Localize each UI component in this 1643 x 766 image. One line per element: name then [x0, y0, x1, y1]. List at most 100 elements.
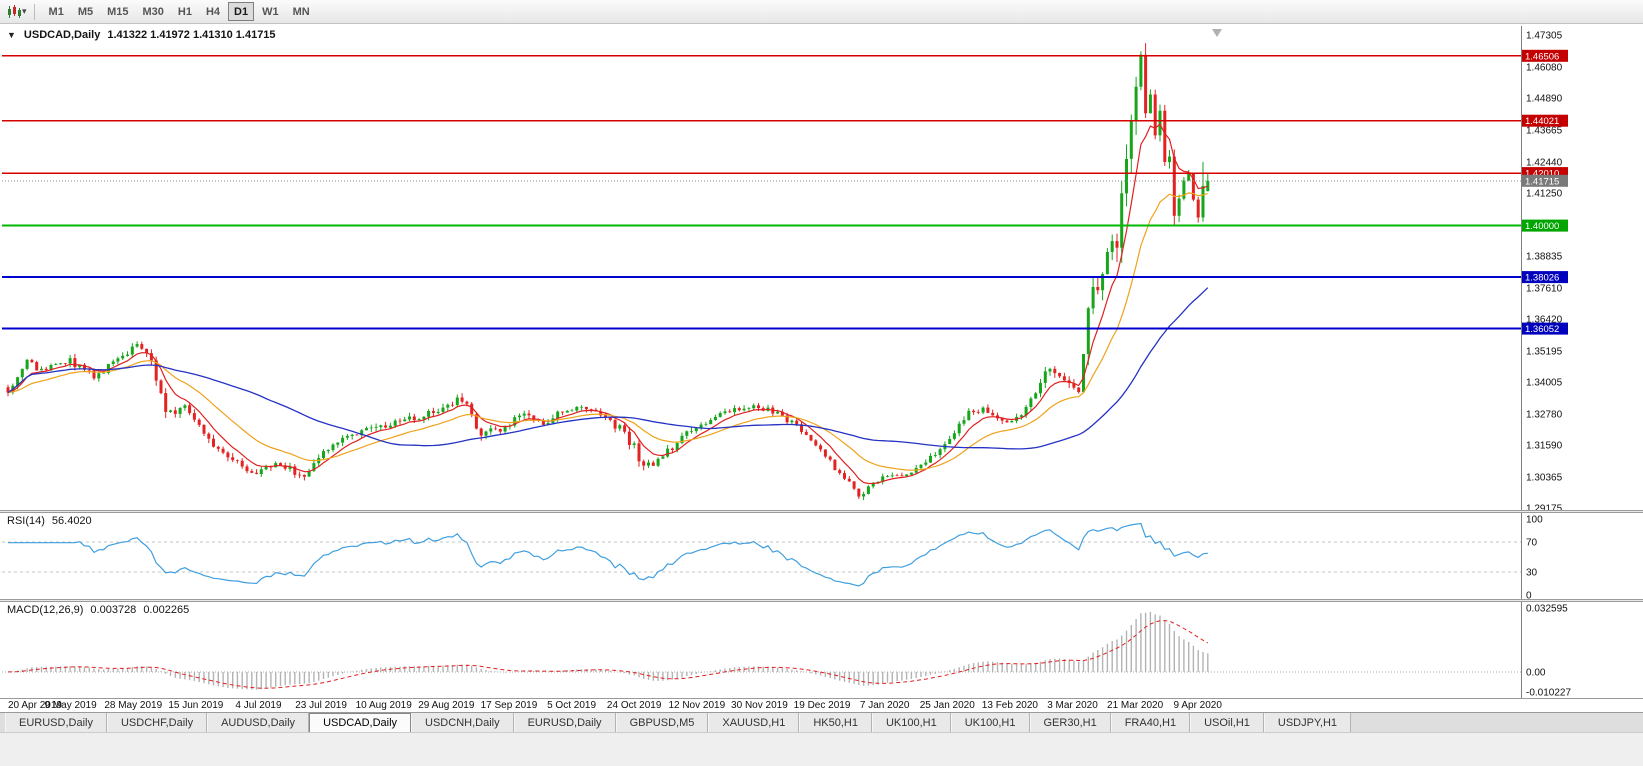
date-axis-label: 24 Oct 2019 [606, 700, 662, 711]
timeframe-button-h1[interactable]: H1 [172, 2, 198, 21]
timeframe-button-w1[interactable]: W1 [256, 2, 285, 21]
macd-signal-line [8, 620, 1209, 689]
chart-tab-11-uk100-h1[interactable]: UK100,H1 [950, 713, 1030, 732]
candles-group [6, 43, 1210, 501]
price-axis-tick: 1.44890 [1526, 94, 1563, 105]
price-axis-tick: 1.38835 [1526, 252, 1563, 263]
chart-tab-13-fra40-h1[interactable]: FRA40,H1 [1110, 713, 1191, 732]
chart-tab-15-usdjpy-h1[interactable]: USDJPY,H1 [1263, 713, 1352, 732]
chart-tab-14-usoil-h1[interactable]: USOil,H1 [1190, 713, 1264, 732]
macd-histogram [12, 611, 1209, 690]
price-axis-tick: 1.32780 [1526, 409, 1563, 420]
price-badge: 1.41715 [1522, 174, 1568, 187]
price-axis-tick: 1.37610 [1526, 283, 1563, 294]
chart-tab-bar: EURUSD,Daily USDCHF,Daily AUDUSD,Daily USDC… [0, 712, 1643, 732]
chart-area: 1.47305 1.46080 1.44890 1.43665 1.42440 1.412… [0, 24, 1643, 712]
rsi-indicator-label: RSI(14) 56.4020 [7, 515, 92, 527]
symbol-dropdown-icon[interactable]: ▼ [7, 30, 16, 40]
chart-tab-2-usdchf-daily[interactable]: USDCHF,Daily [106, 713, 208, 732]
price-axis-tick: 1.43665 [1526, 126, 1563, 137]
macd-panel-chart[interactable]: 0.032595 0.00 -0.010227 [0, 602, 1643, 698]
chart-tab-5-usdcnh-daily[interactable]: USDCNH,Daily [411, 713, 514, 732]
rsi-panel-chart[interactable]: 100 70 30 0 [0, 513, 1643, 599]
timeframe-button-mn[interactable]: MN [287, 2, 316, 21]
timeframe-button-m15[interactable]: M15 [101, 2, 134, 21]
chart-tab-3-audusd-daily[interactable]: AUDUSD,Daily [207, 713, 310, 732]
price-axis-tick: 1.34005 [1526, 378, 1563, 389]
price-axis-tick: 1.30365 [1526, 473, 1563, 484]
rsi-axis-tick: 0 [1526, 591, 1532, 600]
price-badge: 1.44021 [1522, 114, 1568, 127]
macd-main-value: 0.003728 [90, 604, 137, 616]
price-badge: 1.46506 [1522, 49, 1568, 62]
macd-indicator-label: MACD(12,26,9) 0.003728 0.002265 [7, 604, 189, 616]
price-badge: 1.40000 [1522, 219, 1568, 232]
chart-shift-marker-icon[interactable] [1212, 29, 1222, 37]
timeframe-group: M1 M5 M15 M30 H1 H4 D1 W1 MN [42, 2, 317, 21]
date-axis-label: 9 Apr 2020 [1173, 700, 1222, 711]
date-axis-label: 13 Feb 2020 [981, 700, 1038, 711]
chart-tab-10-uk100-h1[interactable]: UK100,H1 [871, 713, 951, 732]
svg-text:1.40000: 1.40000 [1525, 221, 1559, 232]
chart-tab-6-eurusd-daily[interactable]: EURUSD,Daily [513, 713, 616, 732]
panel-splitter[interactable] [0, 510, 1643, 513]
chart-symbol-label: USDCAD,Daily [23, 29, 101, 41]
rsi-axis-tick: 70 [1526, 537, 1538, 548]
date-axis-label: 4 Jul 2019 [235, 700, 282, 711]
chart-tab-8-xauusd-h1[interactable]: XAUUSD,H1 [708, 713, 800, 732]
price-axis-tick: 1.46080 [1526, 63, 1563, 74]
chart-tab-1-eurusd-daily[interactable]: EURUSD,Daily [5, 713, 107, 732]
date-axis-label: 29 Aug 2019 [418, 700, 475, 711]
date-axis-label: 9 May 2019 [44, 700, 97, 711]
date-axis-label: 20 Apr 2019 [8, 700, 62, 711]
chart-tab-12-ger30-h1[interactable]: GER30,H1 [1029, 713, 1111, 732]
panel-splitter[interactable] [0, 599, 1643, 602]
svg-text:1.46506: 1.46506 [1525, 51, 1559, 62]
date-axis-label: 17 Sep 2019 [480, 700, 538, 711]
macd-axis-tick: -0.010227 [1526, 688, 1571, 699]
price-badge: 1.38026 [1522, 271, 1568, 284]
rsi-value: 56.4020 [51, 515, 92, 527]
date-axis-label: 23 Jul 2019 [295, 700, 347, 711]
chart-title: ▼ USDCAD,Daily 1.41322 1.41972 1.41310 1… [7, 29, 276, 41]
date-axis-label: 19 Dec 2019 [793, 700, 851, 711]
chart-tab-7-gbpusd-m5[interactable]: GBPUSD,M5 [615, 713, 709, 732]
candlestick-chart-icon [7, 4, 21, 18]
timeframe-button-h4[interactable]: H4 [200, 2, 226, 21]
date-axis-label: 28 May 2019 [104, 700, 163, 711]
chart-type-icon[interactable] [4, 2, 24, 22]
date-axis-label: 25 Jan 2020 [919, 700, 975, 711]
price-axis-tick: 1.29175 [1526, 504, 1563, 511]
timeframe-button-d1[interactable]: D1 [228, 2, 255, 21]
ma-slow-line [7, 287, 1209, 450]
svg-text:1.38026: 1.38026 [1525, 273, 1559, 284]
price-axis-tick: 1.31590 [1526, 441, 1563, 452]
date-axis-label: 10 Aug 2019 [355, 700, 412, 711]
status-bar [0, 732, 1643, 766]
date-axis[interactable]: 20 Apr 2019 9 May 2019 28 May 2019 15 Jun 2… [0, 698, 1643, 712]
timeframe-button-m5[interactable]: M5 [72, 2, 99, 21]
chart-tab-4-usdcad-daily[interactable]: USDCAD,Daily [309, 713, 412, 732]
rsi-axis-tick: 100 [1526, 515, 1543, 526]
date-axis-label: 15 Jun 2019 [168, 700, 224, 711]
price-axis-tick: 1.35195 [1526, 346, 1563, 357]
svg-text:1.42010: 1.42010 [1525, 169, 1559, 180]
timeframe-button-m30[interactable]: M30 [137, 2, 170, 21]
price-axis-tick: 1.42440 [1526, 157, 1563, 168]
ma-medium-line [7, 192, 1208, 471]
date-axis-label: 21 Mar 2020 [1107, 700, 1164, 711]
svg-text:1.36052: 1.36052 [1525, 324, 1559, 335]
main-chart[interactable]: 1.47305 1.46080 1.44890 1.43665 1.42440 1.412… [0, 26, 1643, 510]
timeframe-button-m1[interactable]: M1 [43, 2, 70, 21]
price-axis-tick: 1.36420 [1526, 315, 1563, 326]
date-axis-label: 7 Jan 2020 [859, 700, 910, 711]
chart-tab-9-hk50-h1[interactable]: HK50,H1 [799, 713, 872, 732]
date-axis-label: 12 Nov 2019 [668, 700, 726, 711]
date-axis-label: 3 Mar 2020 [1047, 700, 1098, 711]
toolbar-separator [33, 3, 35, 20]
caret-down-icon[interactable]: ▾ [22, 6, 27, 16]
macd-axis-tick: 0.032595 [1526, 604, 1568, 615]
macd-signal-value: 0.002265 [143, 604, 190, 616]
top-toolbar: ▾ M1 M5 M15 M30 H1 H4 D1 W1 MN [0, 0, 1643, 24]
chart-ohlc-values: 1.41322 1.41972 1.41310 1.41715 [107, 29, 276, 41]
